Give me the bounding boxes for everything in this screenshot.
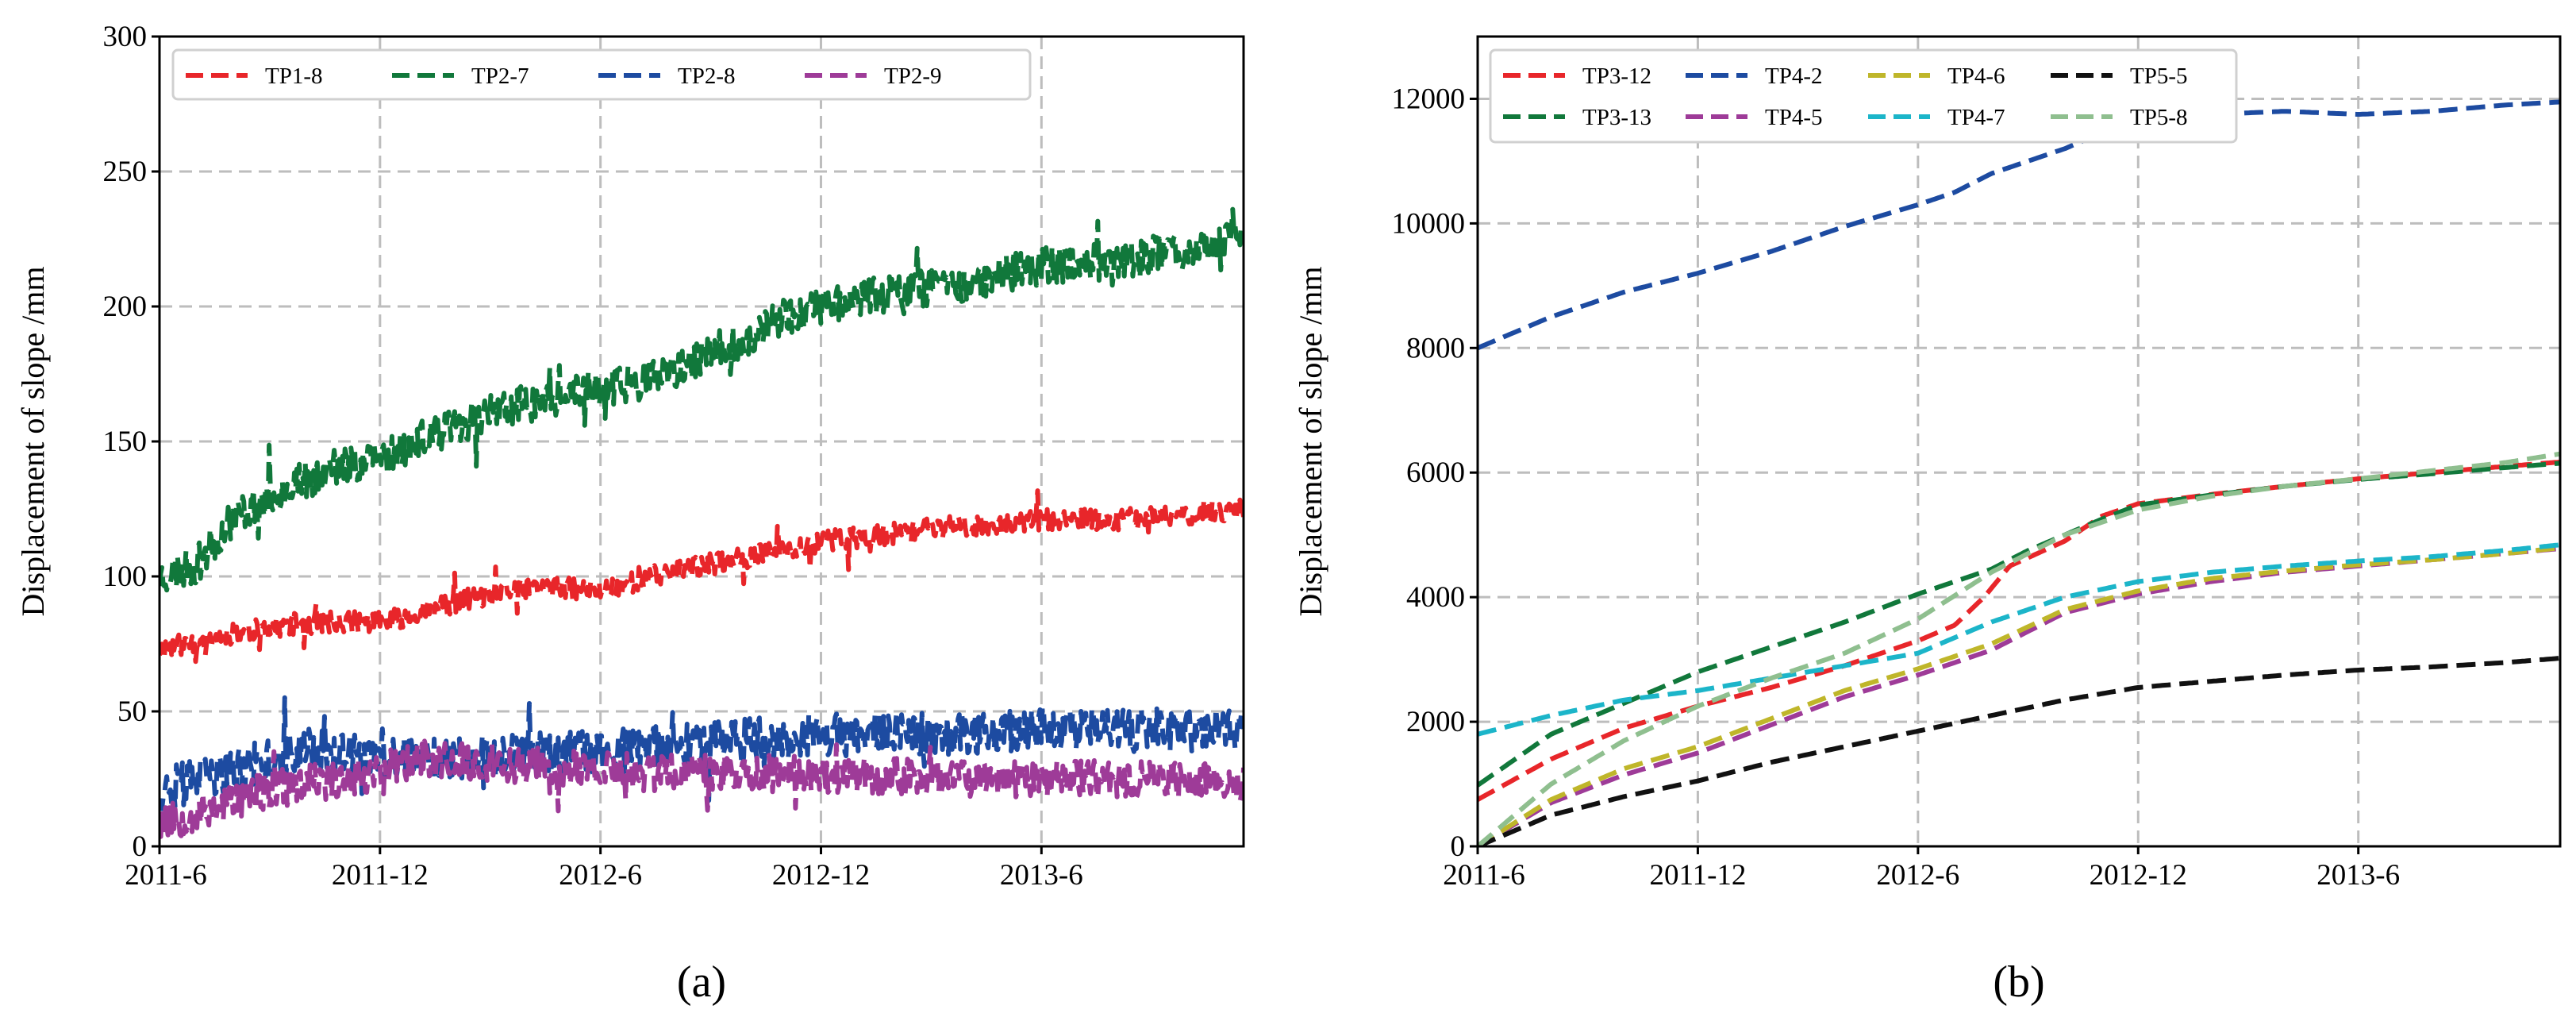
legend-label: TP2-8 — [678, 64, 736, 89]
legend-label: TP5-8 — [2130, 105, 2188, 130]
legend-label: TP4-7 — [1947, 105, 2005, 130]
chart-panel-a: 0 50 100 150 200 250 300 2011-6 2011-12 2012-6 201… — [15, 21, 1245, 1007]
y-tick-label: 150 — [103, 426, 148, 458]
y-tick-label: 0 — [1451, 830, 1466, 863]
legend: TP3-12 TP3-13 TP4-2 TP4-5 TP4-6 TP4-7 TP5-5 TP5… — [1489, 48, 2238, 144]
y-tick-label: 250 — [103, 156, 148, 188]
legend: TP1-8 TP2-7 TP2-8 TP2-9 — [171, 48, 1032, 101]
series-line-tp4-6 — [1478, 545, 2560, 846]
series-line-tp5-5 — [1478, 656, 2560, 846]
x-tick-label: 2011-6 — [1443, 859, 1524, 892]
x-tick-label: 2012-6 — [1876, 859, 1959, 892]
y-tick-label: 50 — [117, 695, 147, 728]
series-line-tp1-8 — [160, 488, 1244, 665]
y-axis-title: Displacement of slope /mm — [15, 266, 51, 616]
series-line-tp3-13 — [1478, 460, 2560, 788]
legend-label: TP5-5 — [2130, 64, 2188, 89]
y-tick-label: 6000 — [1406, 457, 1465, 489]
y-tick-label: 100 — [103, 561, 148, 593]
legend-label: TP4-2 — [1765, 64, 1823, 89]
panel-label: (b) — [1993, 957, 2044, 1007]
y-axis-title: Displacement of slope /mm — [1293, 266, 1328, 616]
legend-label: TP1-8 — [265, 64, 323, 89]
legend-label: TP3-13 — [1582, 105, 1651, 130]
x-tick-label: 2012-6 — [559, 859, 642, 892]
x-tick-label: 2011-6 — [125, 859, 206, 892]
series-line-tp4-7 — [1478, 542, 2560, 737]
plot-frame — [1476, 35, 2562, 848]
y-tick-label: 8000 — [1406, 332, 1465, 364]
y-tick-label: 4000 — [1406, 581, 1465, 614]
y-tick-label: 12000 — [1392, 83, 1466, 115]
legend-label: TP4-5 — [1765, 105, 1823, 130]
y-tick-label: 300 — [103, 21, 148, 53]
chart-panel-b: 0 2000 4000 6000 8000 10000 12000 2011-6 2011-12… — [1293, 35, 2562, 1007]
y-tick-label: 10000 — [1392, 207, 1466, 240]
series-line-tp2-9 — [160, 738, 1244, 839]
x-tick-label: 2011-12 — [1649, 859, 1746, 892]
x-tick-label: 2013-6 — [2316, 859, 2400, 892]
panel-label: (a) — [677, 957, 726, 1007]
legend-label: TP3-12 — [1582, 64, 1651, 89]
series-line-tp5-8 — [1478, 451, 2560, 846]
y-tick-label: 2000 — [1406, 706, 1465, 738]
x-tick-label: 2013-6 — [1000, 859, 1083, 892]
series-line-tp2-7 — [160, 206, 1244, 593]
legend-box — [1489, 48, 2238, 144]
legend-label: TP4-6 — [1947, 64, 2005, 89]
y-tick-label: 200 — [103, 291, 148, 323]
legend-label: TP2-7 — [471, 64, 529, 89]
series-group — [1478, 99, 2560, 846]
series-line-tp4-2 — [1478, 99, 2560, 351]
legend-label: TP2-9 — [884, 64, 942, 89]
x-tick-label: 2012-12 — [772, 859, 870, 892]
y-tick-label: 0 — [133, 830, 148, 863]
x-tick-label: 2012-12 — [2090, 859, 2187, 892]
series-group — [160, 206, 1244, 839]
x-tick-label: 2011-12 — [332, 859, 429, 892]
